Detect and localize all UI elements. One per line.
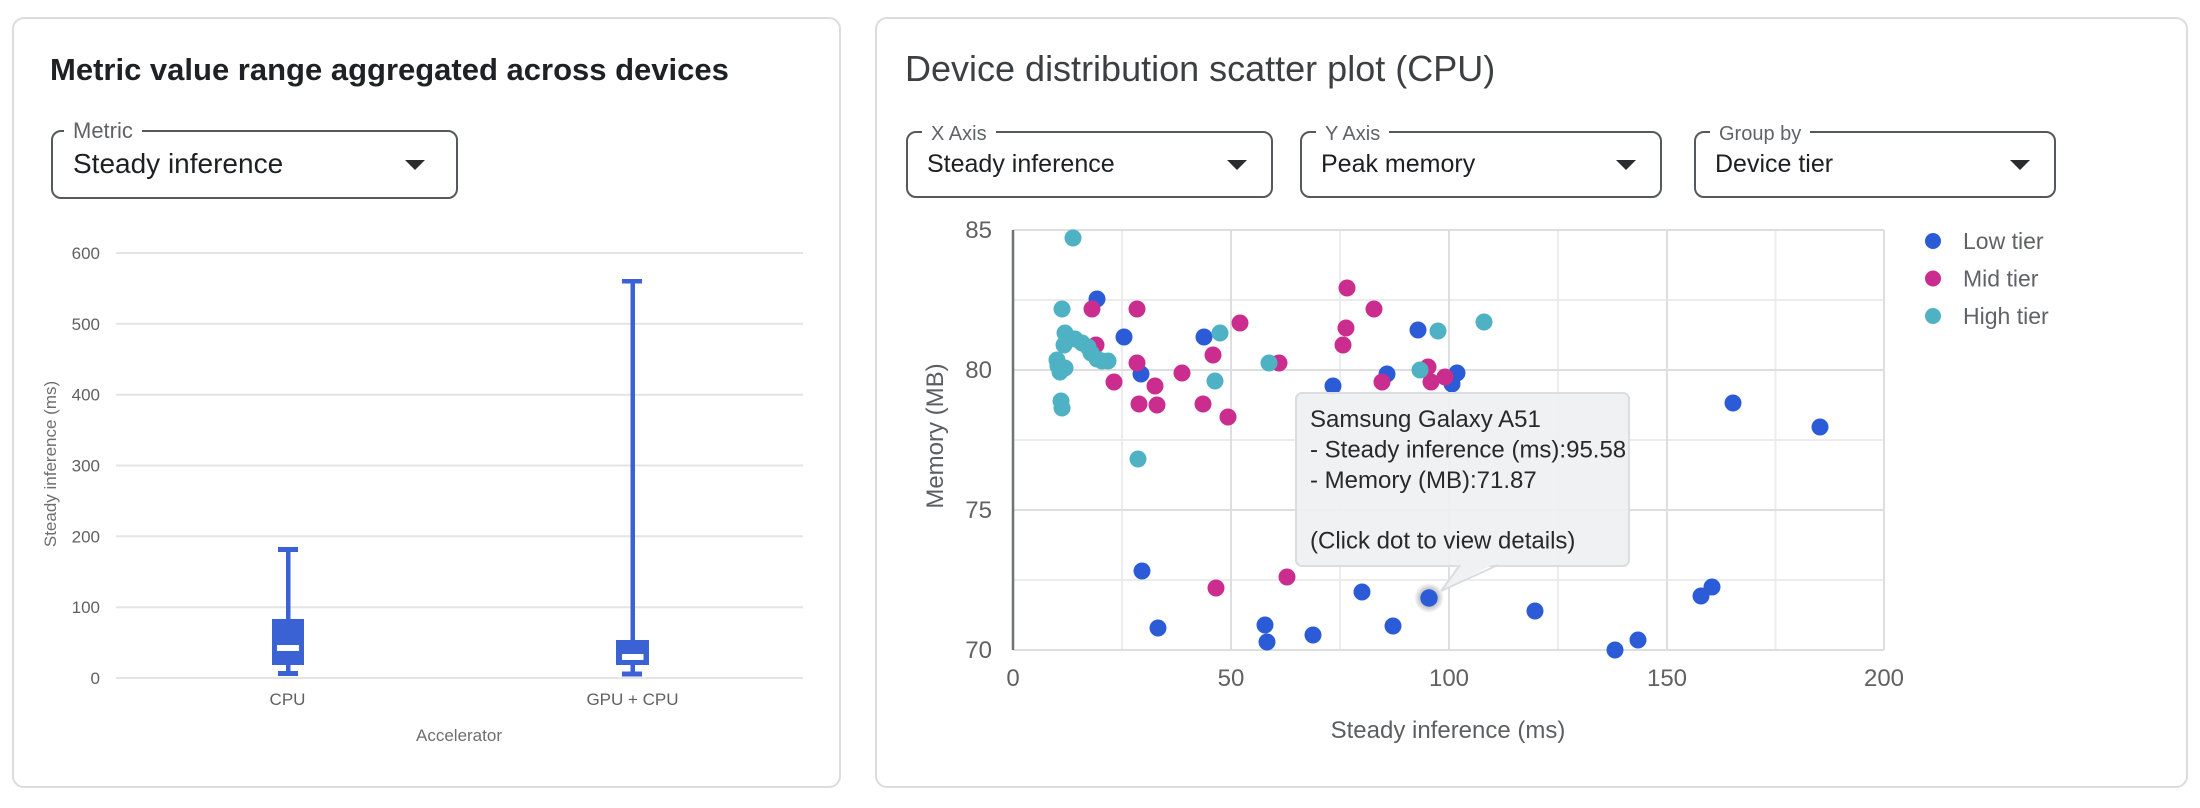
- svg-text:75: 75: [965, 497, 992, 524]
- svg-text:80: 80: [965, 357, 992, 384]
- svg-text:Accelerator: Accelerator: [416, 726, 502, 745]
- svg-text:100: 100: [72, 598, 100, 617]
- svg-text:300: 300: [72, 457, 100, 476]
- svg-text:- Memory (MB):71.87: - Memory (MB):71.87: [1310, 467, 1537, 494]
- svg-text:Steady inference (ms): Steady inference (ms): [41, 381, 60, 547]
- svg-text:Steady inference (ms): Steady inference (ms): [1331, 717, 1566, 744]
- svg-text:400: 400: [72, 386, 100, 405]
- svg-text:Mid tier: Mid tier: [1963, 266, 2039, 292]
- svg-text:500: 500: [72, 315, 100, 334]
- svg-text:(Click dot to view details): (Click dot to view details): [1310, 528, 1575, 555]
- svg-text:Memory (MB): Memory (MB): [922, 363, 949, 508]
- svg-text:70: 70: [965, 637, 992, 664]
- svg-text:- Steady inference (ms):95.58: - Steady inference (ms):95.58: [1310, 437, 1626, 464]
- svg-text:0: 0: [91, 669, 100, 688]
- svg-text:CPU: CPU: [270, 690, 306, 709]
- svg-text:200: 200: [1864, 665, 1904, 692]
- svg-text:GPU + CPU: GPU + CPU: [586, 690, 678, 709]
- svg-text:0: 0: [1006, 665, 1019, 692]
- svg-text:50: 50: [1218, 665, 1245, 692]
- svg-text:Samsung Galaxy A51: Samsung Galaxy A51: [1310, 406, 1541, 433]
- svg-text:600: 600: [72, 244, 100, 263]
- svg-text:High tier: High tier: [1963, 303, 2049, 329]
- svg-text:100: 100: [1429, 665, 1469, 692]
- svg-text:150: 150: [1647, 665, 1687, 692]
- svg-text:200: 200: [72, 527, 100, 546]
- svg-text:85: 85: [965, 217, 992, 244]
- svg-text:Low tier: Low tier: [1963, 228, 2044, 254]
